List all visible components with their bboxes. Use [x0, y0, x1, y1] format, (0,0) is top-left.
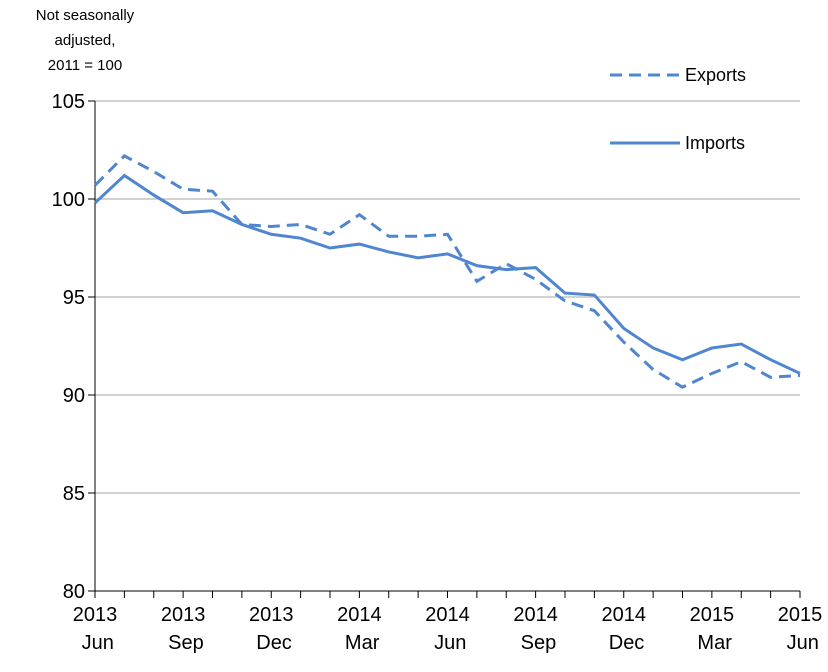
- x-tick-label: 2014 Jun: [425, 604, 470, 654]
- x-tick-label: 2014 Mar: [337, 604, 382, 654]
- x-tick-label-line: Jun: [429, 632, 467, 654]
- x-tick-label-line: Jun: [76, 632, 114, 654]
- x-tick-label-line: Sep: [163, 632, 204, 654]
- legend-label: Exports: [685, 65, 746, 85]
- x-tick-label: 2014 Sep: [513, 604, 558, 654]
- x-tick-label-line: 2013: [73, 604, 118, 626]
- x-tick-label-line: 2014: [602, 604, 647, 626]
- x-tick-label-line: Dec: [251, 632, 292, 654]
- y-tick-label: 90: [63, 385, 85, 407]
- x-tick-label: 2015 Jun: [778, 604, 823, 654]
- series-line: [93, 173, 801, 375]
- y-tick-label: 80: [63, 581, 85, 603]
- x-tick-label-line: Sep: [515, 632, 556, 654]
- x-tick-label-line: 2015: [778, 604, 823, 626]
- x-tick-label: 2015 Mar: [690, 604, 735, 654]
- x-tick-label: 2013 Jun: [73, 604, 118, 654]
- y-tick-label: 100: [52, 189, 85, 211]
- legend-label: Imports: [685, 133, 745, 153]
- x-tick-label: 2013 Sep: [161, 604, 206, 654]
- y-tick-label: 85: [63, 483, 85, 505]
- x-tick-label: 2013 Dec: [249, 604, 294, 654]
- x-tick-label-line: Jun: [781, 632, 819, 654]
- x-tick-label-line: 2015: [690, 604, 735, 626]
- x-tick-label-line: 2014: [425, 604, 470, 626]
- x-tick-label-line: Mar: [339, 632, 379, 654]
- x-tick-label-line: Mar: [692, 632, 732, 654]
- y-tick-label: 95: [63, 287, 85, 309]
- x-tick-label-line: Dec: [603, 632, 644, 654]
- y-axis-label: 2011 = 100: [48, 57, 122, 74]
- y-axis-label: adjusted,: [55, 32, 116, 49]
- y-axis-label: Not seasonally: [36, 7, 135, 24]
- y-tick-label: 105: [52, 91, 85, 113]
- x-tick-label-line: 2014: [337, 604, 382, 626]
- x-tick-label-line: 2013: [161, 604, 206, 626]
- x-tick-label: 2014 Dec: [602, 604, 647, 654]
- x-tick-label-line: 2014: [513, 604, 558, 626]
- series-line: [93, 154, 801, 389]
- x-tick-label-line: 2013: [249, 604, 294, 626]
